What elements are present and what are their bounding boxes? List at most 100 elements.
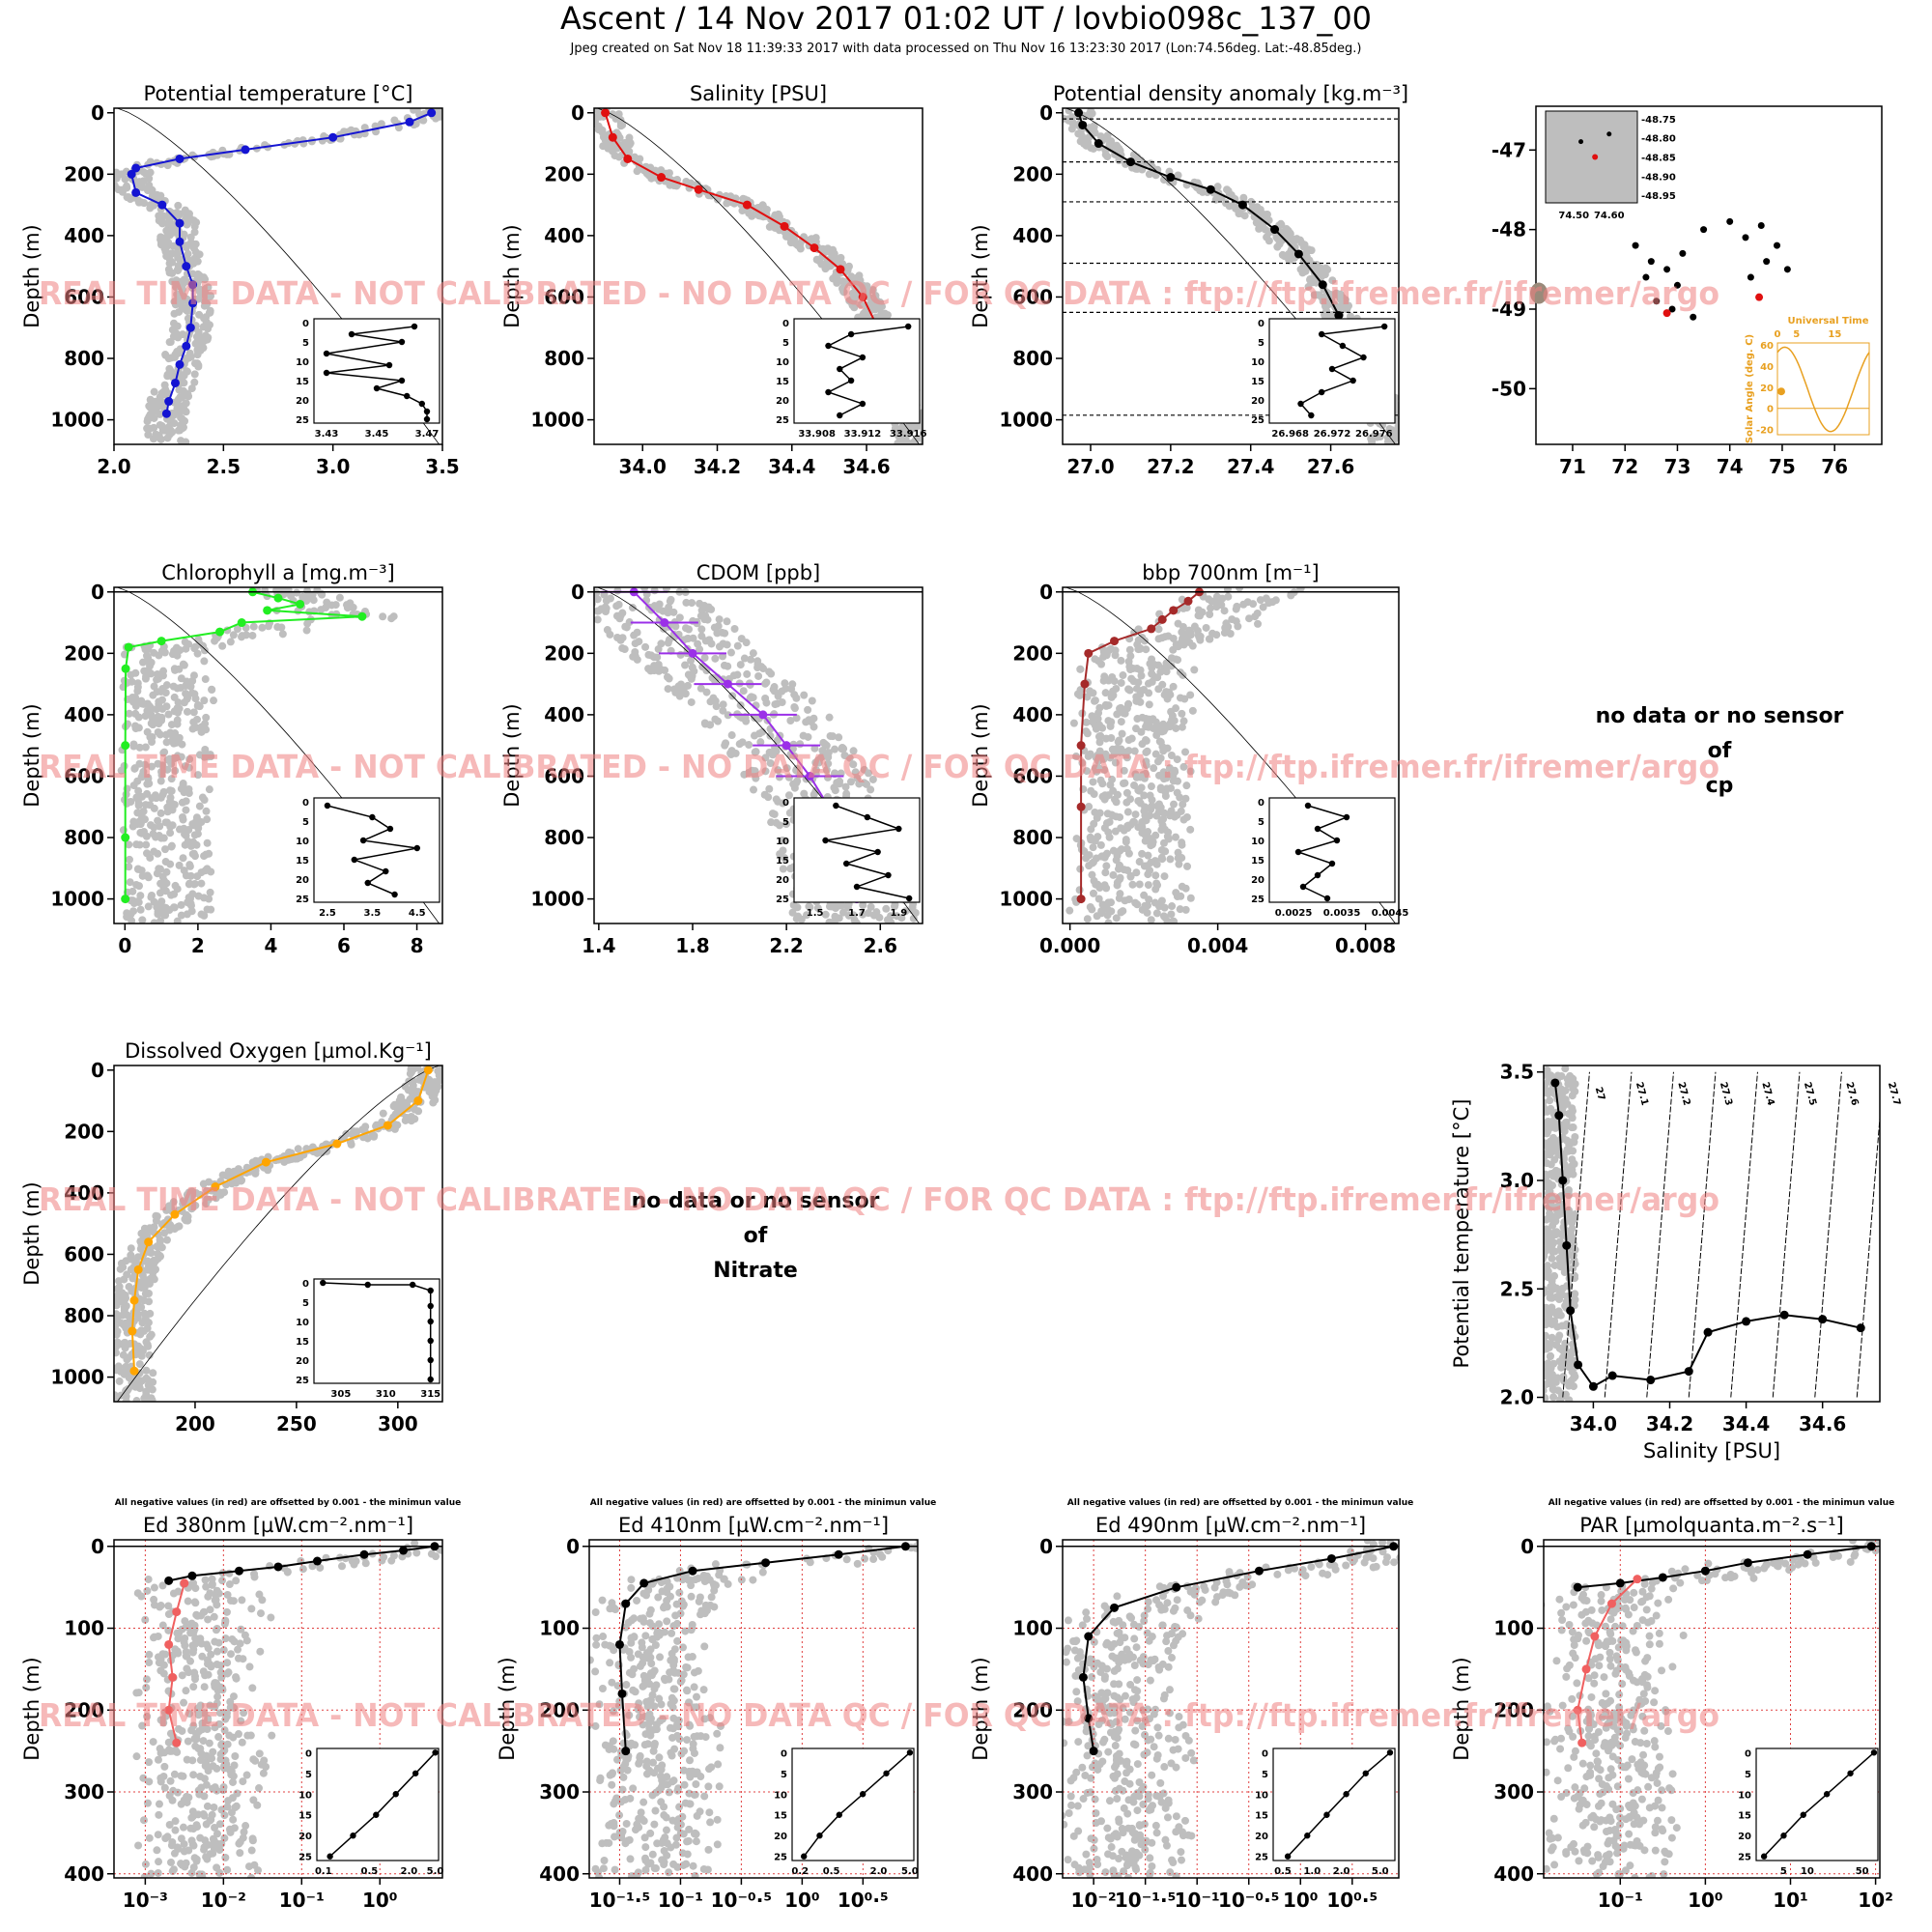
temp-history-dot (153, 190, 161, 199)
map-profile-position (1774, 242, 1781, 249)
bbp-history-dot (1186, 825, 1195, 834)
cdom-history-dot (872, 908, 881, 917)
solar-current-marker (1776, 387, 1785, 396)
sal-history-dot (666, 181, 674, 189)
bbp-history-dot (1102, 701, 1111, 710)
cdom-history-dot (675, 613, 684, 622)
dens-inset-y-tick: 10 (1251, 357, 1264, 368)
sal-inset-point (847, 377, 855, 384)
chl-history-dot (238, 633, 246, 641)
ts-history-dot (1544, 1235, 1545, 1237)
ts-history-dot (1544, 1334, 1546, 1342)
cdom-inset-point (853, 883, 861, 891)
cdom-history-dot (868, 775, 877, 783)
chl-history-dot (322, 604, 330, 612)
bbp-history-dot (1132, 665, 1141, 673)
oxy-inset-y-tick: 0 (302, 1279, 309, 1290)
cdom-history-dot (720, 661, 728, 669)
bbp-inset-y-tick: 20 (1251, 875, 1264, 886)
map-zoom-x-tick: 74.60 (1594, 211, 1625, 221)
temp-history-dot (200, 314, 209, 323)
bbp-history-dot (1188, 706, 1197, 715)
cdom-history-dot (855, 780, 864, 788)
ts-history-dot (1535, 1122, 1543, 1129)
cdom-inset-y-tick: 15 (776, 856, 789, 867)
bbp-history-dot (1122, 844, 1131, 853)
ts-y-tick-label: 3.0 (1500, 1169, 1534, 1192)
cdom-history-dot (774, 766, 782, 775)
bbp-history-dot (1145, 700, 1153, 709)
ts-history-dot (1544, 1070, 1549, 1079)
bbp-history-dot (1154, 800, 1163, 809)
oxy-history-dot (142, 1366, 151, 1375)
dens-y-tick-label: 200 (1012, 162, 1053, 185)
chl-history-dot (150, 804, 158, 812)
chl-inset-point (413, 844, 420, 852)
bbp-history-dot (1087, 825, 1095, 834)
chl-history-dot (137, 792, 146, 801)
oxy-history-dot (182, 1210, 190, 1219)
bbp-history-dot (1157, 816, 1166, 825)
ts-history-dot (1532, 1260, 1540, 1267)
bbp-history-dot (1119, 780, 1127, 788)
ts-history-dot (1560, 1361, 1569, 1370)
bbp-history-dot (1100, 766, 1109, 775)
bbp-history-dot (1104, 828, 1113, 837)
bbp-y-axis-label: Depth (m) (969, 703, 992, 807)
bbp-history-dot (1076, 665, 1085, 673)
bbp-history-dot (1119, 907, 1127, 916)
bbp-inset-point (1314, 825, 1321, 833)
bbp-history-dot (1208, 597, 1216, 606)
cdom-inset-point (874, 848, 881, 856)
chl-history-dot (175, 733, 184, 742)
temp-history-dot (437, 108, 442, 117)
cdom-history-dot (831, 745, 839, 753)
cdom-history-dot (793, 903, 802, 912)
cdom-history-dot (863, 780, 871, 788)
chl-history-dot (133, 687, 142, 696)
chl-history-dot (218, 641, 227, 650)
temp-inset-x-tick: 3.43 (315, 429, 339, 440)
cdom-y-tick-label: 800 (544, 826, 584, 849)
sal-history-dot (786, 235, 795, 243)
temp-history-dot (144, 431, 153, 440)
ts-data-point (1818, 1315, 1828, 1324)
map-zoom-point (1606, 131, 1612, 137)
bbp-history-dot (1096, 840, 1105, 849)
dens-title: Potential density anomaly [kg.m⁻³] (1053, 82, 1408, 105)
temp-inset-frame (313, 318, 440, 424)
bbp-history-dot (1138, 849, 1147, 858)
cdom-history-dot (822, 766, 831, 775)
dens-x-tick-label: 27.4 (1227, 455, 1274, 478)
cdom-history-dot (700, 601, 709, 610)
oxy-inset-point (320, 1279, 327, 1287)
chl-inset-x-tick: 2.5 (319, 908, 336, 919)
cdom-history-dot (760, 790, 769, 799)
chl-history-dot (203, 815, 212, 824)
cdom-history-dot (773, 699, 781, 708)
bbp-history-dot (1178, 882, 1186, 891)
oxy-history-dot (443, 1064, 451, 1071)
bbp-history-dot (1249, 600, 1258, 609)
temp-inset-point (385, 361, 393, 369)
cdom-history-dot (842, 789, 851, 798)
cdom-inset-y-tick: 10 (776, 837, 789, 847)
oxy-history-dot (141, 1290, 150, 1298)
cdom-history-dot (810, 744, 819, 753)
sal-inset-point (904, 323, 912, 330)
chl-inset-y-tick: 15 (296, 856, 309, 867)
ts-history-dot (1544, 1371, 1545, 1373)
temp-history-dot (167, 213, 176, 221)
sal-data-point (810, 243, 819, 253)
sal-data-point (608, 132, 617, 142)
bbp-history-dot (1095, 747, 1104, 755)
cdom-history-dot (687, 656, 696, 665)
oxy-history-dot (165, 1202, 174, 1210)
bbp-history-dot (1253, 609, 1262, 617)
chl-history-dot (144, 666, 153, 674)
dens-data-point (1318, 280, 1327, 290)
bbp-data-point (1147, 624, 1156, 634)
oxy-history-dot (187, 1205, 196, 1213)
bbp-history-dot (1132, 868, 1141, 877)
bbp-history-dot (1138, 818, 1147, 827)
